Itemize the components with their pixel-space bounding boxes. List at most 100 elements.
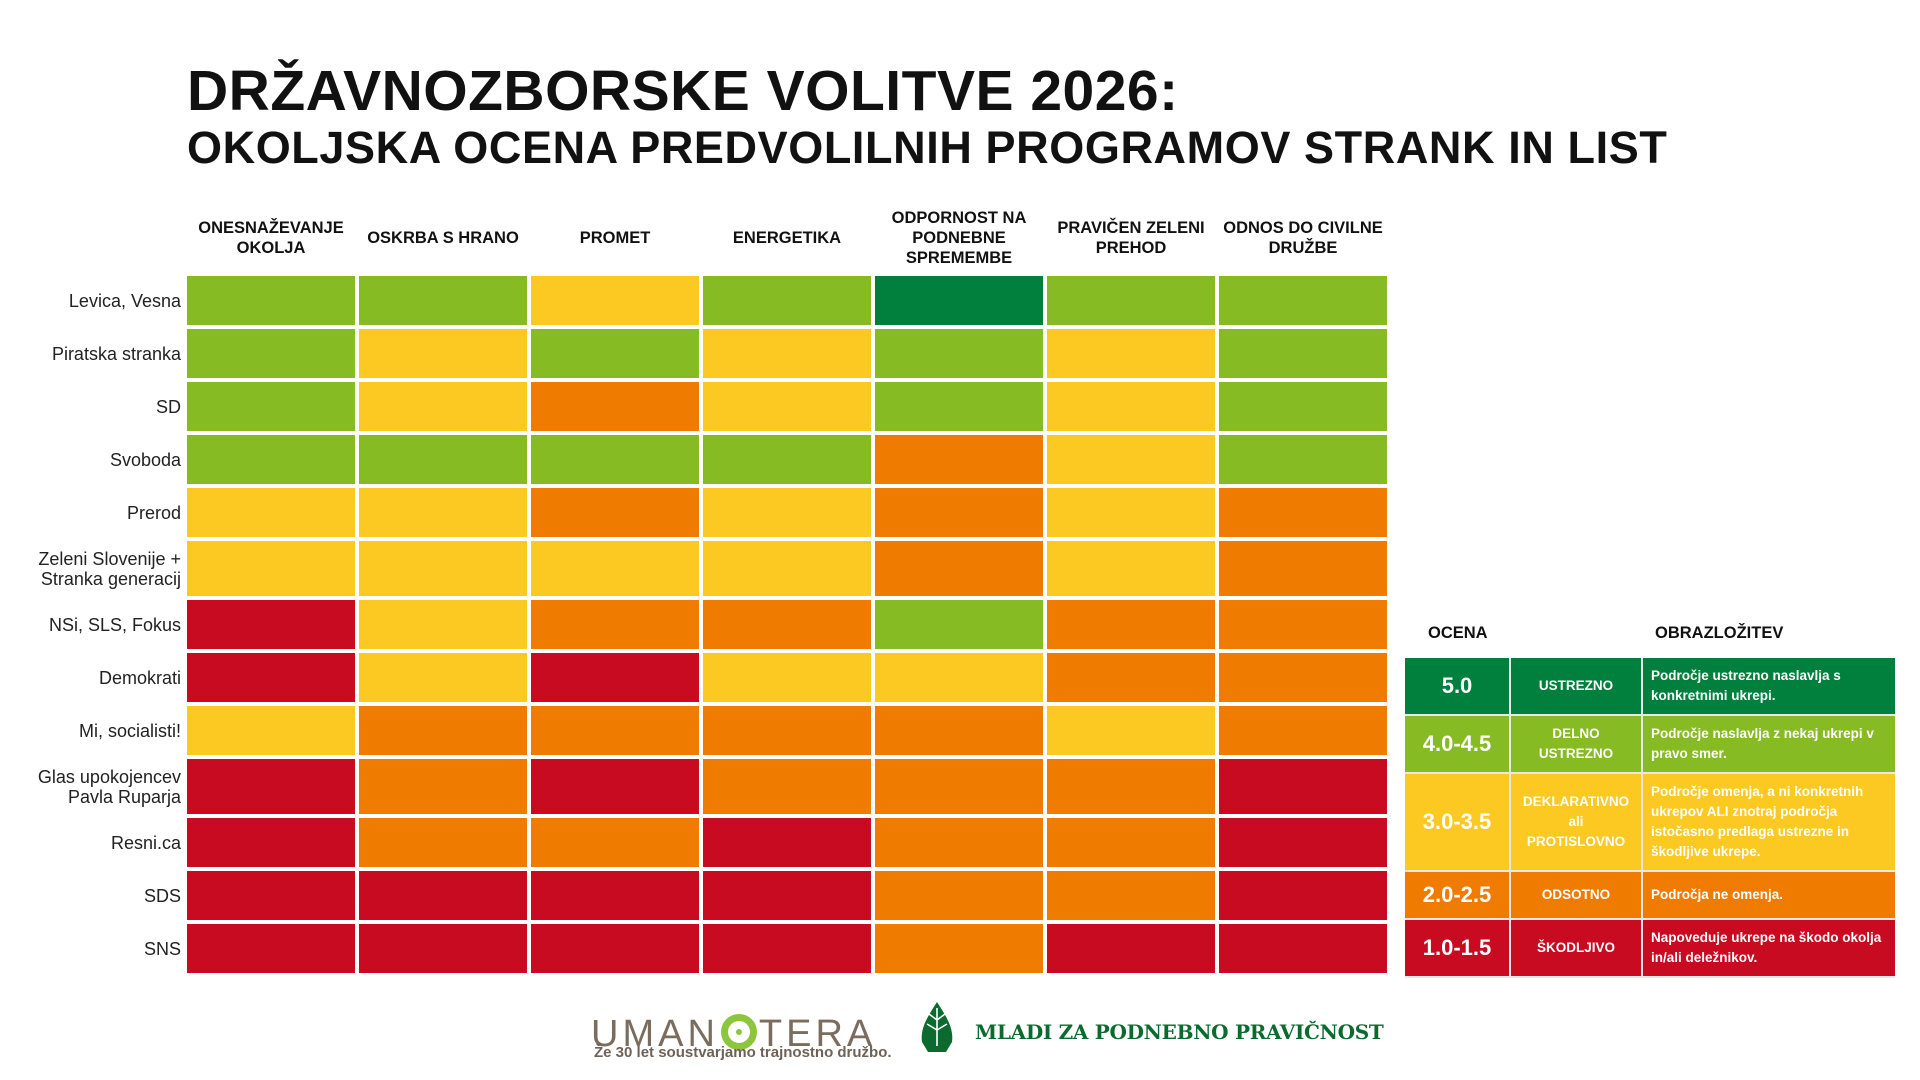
- legend-description: Področje ustrezno naslavlja s konkretnim…: [1651, 668, 1841, 703]
- legend-row: 4.0-4.5 DELNO USTREZNO Področje naslavlja …: [1405, 716, 1895, 774]
- legend-description: Področje naslavlja z nekaj ukrepi v prav…: [1651, 726, 1874, 761]
- heatmap-cell-odsotno: [875, 818, 1043, 867]
- heatmap-cell-deklarativno: [359, 653, 527, 702]
- heatmap-cell-deklarativno: [359, 329, 527, 378]
- heatmap-cell-odsotno: [1219, 653, 1387, 702]
- row-label-party: Mi, socialisti!: [78, 720, 181, 741]
- heatmap-cell-skodljivo: [187, 600, 355, 649]
- legend-description: Napoveduje ukrepe na škodo okolja in/ali…: [1651, 930, 1882, 965]
- legend-row: 3.0-3.5 DEKLARATIVNO ali PROTISLOVNO Podro…: [1405, 774, 1895, 872]
- heatmap-cell-delno: [531, 329, 699, 378]
- row-label-party: NSi, SLS, Fokus: [48, 614, 181, 635]
- heatmap-cell-odsotno: [875, 871, 1043, 920]
- heatmap-cell-skodljivo: [531, 759, 699, 814]
- heatmap-cell-odsotno: [875, 924, 1043, 973]
- row-label-party: SD: [155, 396, 181, 417]
- umanotera-logo: UMAN TERA: [591, 1013, 877, 1055]
- heatmap-cell-delno: [1219, 382, 1387, 431]
- legend-score-header: OCENA: [1428, 624, 1488, 642]
- heatmap-cell-delno: [531, 435, 699, 484]
- row-label-party: Levica, Vesna: [68, 290, 181, 311]
- heatmap-cell-delno: [875, 382, 1043, 431]
- heatmap-cell-deklarativno: [703, 653, 871, 702]
- legend-desc-header: OBRAZLOŽITEV: [1655, 624, 1784, 642]
- heatmap-cell-delno: [187, 329, 355, 378]
- heatmap-cell-delno: [875, 329, 1043, 378]
- heatmap-cell-odsotno: [703, 706, 871, 755]
- legend-label: ŠKODLJIVO: [1511, 920, 1643, 976]
- heatmap-cell-delno: [1219, 435, 1387, 484]
- heatmap-cell-skodljivo: [531, 653, 699, 702]
- heatmap-cell-skodljivo: [187, 759, 355, 814]
- heatmap-cell-deklarativno: [187, 488, 355, 537]
- heatmap-cell-deklarativno: [703, 488, 871, 537]
- heatmap-cell-deklarativno: [359, 382, 527, 431]
- heatmap-cell-skodljivo: [187, 871, 355, 920]
- heatmap-cell-odsotno: [1219, 706, 1387, 755]
- heatmap-cell-deklarativno: [703, 329, 871, 378]
- row-label-party: Demokrati: [98, 667, 181, 688]
- mladi-logo: MLADI ZA PODNEBNO PRAVIČNOST: [975, 1020, 1384, 1044]
- heatmap-cell-delno: [359, 435, 527, 484]
- column-header: OSKRBA S HRANO: [367, 229, 519, 247]
- heatmap-cell-odsotno: [875, 435, 1043, 484]
- heatmap-cell-delno: [1219, 329, 1387, 378]
- heatmap-cell-delno: [703, 435, 871, 484]
- heatmap-cell-deklarativno: [1047, 706, 1215, 755]
- heatmap-cell-odsotno: [1219, 541, 1387, 596]
- legend-score: 5.0: [1405, 658, 1511, 714]
- row-label-party: Svoboda: [109, 449, 181, 470]
- column-header: ODPORNOST NA PODNEBNE SPREMEMBE: [891, 209, 1027, 267]
- heatmap-cell-skodljivo: [187, 818, 355, 867]
- heatmap-cell-odsotno: [875, 759, 1043, 814]
- heatmap-cell-odsotno: [1219, 488, 1387, 537]
- heatmap-cell-odsotno: [875, 541, 1043, 596]
- heatmap-cell-odsotno: [531, 818, 699, 867]
- heatmap-cell-odsotno: [1219, 600, 1387, 649]
- heatmap-cell-skodljivo: [187, 653, 355, 702]
- heatmap-cell-skodljivo: [1219, 871, 1387, 920]
- heatmap-cell-odsotno: [359, 759, 527, 814]
- heatmap-cell-odsotno: [703, 759, 871, 814]
- heatmap-cell-odsotno: [875, 706, 1043, 755]
- column-header: ONESNAŽEVANJE OKOLJA: [198, 219, 344, 257]
- heatmap-cell-odsotno: [703, 600, 871, 649]
- legend-score: 3.0-3.5: [1405, 774, 1511, 870]
- heatmap-cell-delno: [703, 276, 871, 325]
- heatmap-cell-delno: [1047, 276, 1215, 325]
- heatmap-cell-delno: [187, 382, 355, 431]
- heatmap-cell-deklarativno: [531, 276, 699, 325]
- legend-row: 5.0 USTREZNO Področje ustrezno naslavlja s…: [1405, 658, 1895, 716]
- heatmap-cell-skodljivo: [531, 871, 699, 920]
- heatmap-cell-skodljivo: [1047, 924, 1215, 973]
- heatmap-cell-odsotno: [1047, 871, 1215, 920]
- legend-row: 2.0-2.5 ODSOTNO Področja ne omenja.: [1405, 872, 1895, 920]
- row-label-party: Resni.ca: [110, 832, 181, 853]
- heatmap-cell-skodljivo: [187, 924, 355, 973]
- legend-row: 1.0-1.5 ŠKODLJIVO Napoveduje ukrepe na ško…: [1405, 920, 1895, 978]
- heatmap-cell-delno: [875, 600, 1043, 649]
- row-label-party: SNS: [143, 938, 181, 959]
- heatmap-cell-deklarativno: [359, 541, 527, 596]
- heatmap-cell-deklarativno: [531, 541, 699, 596]
- page-title: DRŽAVNOZBORSKE VOLITVE 2026:: [187, 59, 1179, 123]
- row-label-party: Zeleni Slovenije + Stranka generacij: [38, 548, 181, 589]
- heatmap-cell-deklarativno: [359, 488, 527, 537]
- legend-description: Področja ne omenja.: [1651, 887, 1784, 902]
- legend-label: DELNO USTREZNO: [1511, 716, 1643, 772]
- heatmap-cell-deklarativno: [187, 541, 355, 596]
- heatmap-cell-odsotno: [1047, 818, 1215, 867]
- heatmap-cell-skodljivo: [703, 924, 871, 973]
- page-subtitle: OKOLJSKA OCENA PREDVOLILNIH PROGRAMOV ST…: [187, 122, 1668, 173]
- heatmap-cell-odsotno: [531, 382, 699, 431]
- heatmap-cell-skodljivo: [359, 871, 527, 920]
- heatmap-cell-odsotno: [1047, 600, 1215, 649]
- legend-score: 1.0-1.5: [1405, 920, 1511, 976]
- legend-label: USTREZNO: [1511, 658, 1643, 714]
- legend-label: ODSOTNO: [1511, 872, 1643, 918]
- heatmap-cell-skodljivo: [1219, 924, 1387, 973]
- heatmap-cell-odsotno: [531, 488, 699, 537]
- leaf-icon: [921, 1002, 953, 1052]
- heatmap-cell-deklarativno: [1047, 541, 1215, 596]
- heatmap-cell-odsotno: [531, 600, 699, 649]
